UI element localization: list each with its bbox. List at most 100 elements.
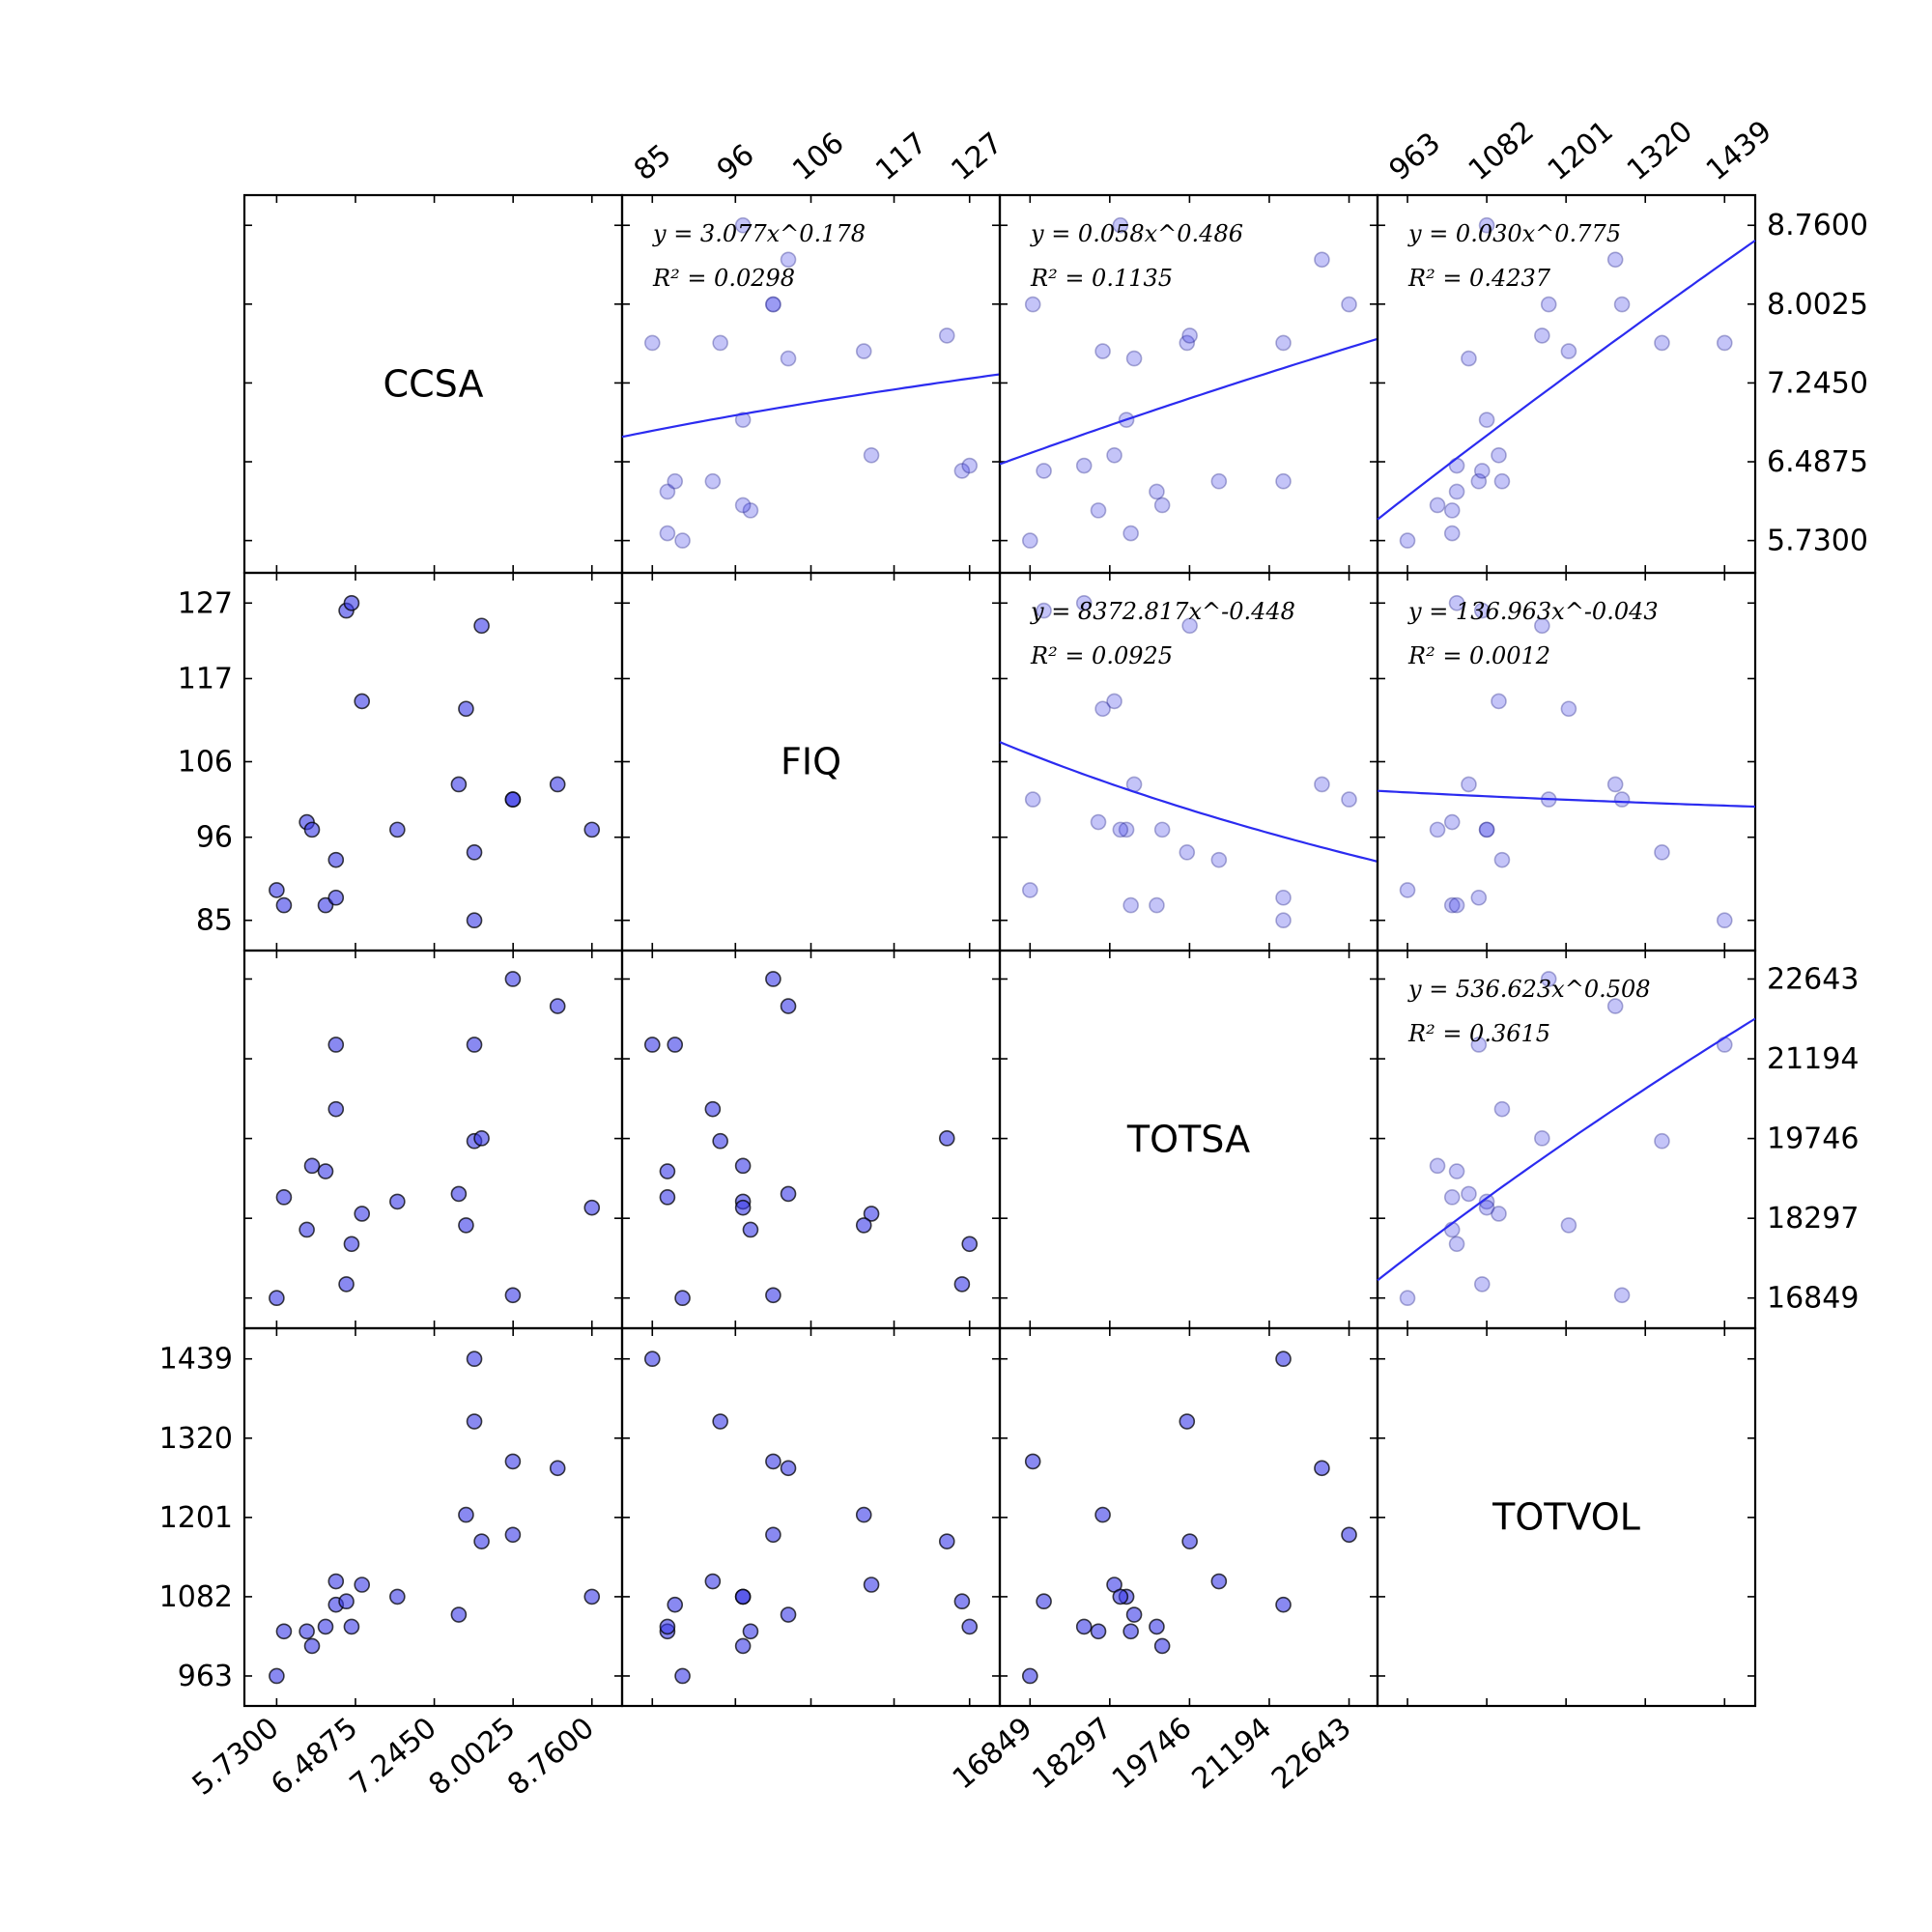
data-point bbox=[765, 1526, 781, 1544]
data-point bbox=[1534, 327, 1550, 344]
data-point bbox=[1478, 821, 1495, 838]
panel-fiq-ccsa bbox=[242, 571, 624, 952]
fit-equation: y = 8372.817x^-0.448 bbox=[1030, 598, 1295, 625]
data-point bbox=[343, 1618, 360, 1635]
data-point bbox=[1448, 896, 1465, 914]
fit-line bbox=[621, 373, 1001, 439]
data-point bbox=[1125, 350, 1143, 367]
panel-frame bbox=[998, 1326, 1379, 1708]
x-tick-label-totvol: 963 bbox=[1383, 127, 1447, 188]
data-point bbox=[549, 998, 566, 1014]
data-point bbox=[659, 1163, 676, 1179]
x-tick-label-totsa: 21194 bbox=[1185, 1711, 1278, 1796]
x-tick-label-fiq: 85 bbox=[628, 138, 678, 187]
data-point bbox=[1075, 594, 1093, 611]
data-point bbox=[1443, 525, 1461, 542]
data-point bbox=[303, 821, 321, 838]
data-point bbox=[327, 1100, 345, 1118]
panel-fiq-totvol: y = 136.963x^-0.043 R² = 0.0012 bbox=[1376, 571, 1757, 952]
variable-label-totvol: TOTVOL bbox=[1492, 1496, 1640, 1539]
data-point bbox=[504, 971, 522, 987]
panel-totvol-totvol: TOTVOL bbox=[1376, 1326, 1757, 1708]
data-point bbox=[659, 483, 676, 500]
data-point bbox=[504, 791, 522, 808]
fit-line bbox=[999, 741, 1378, 863]
data-point bbox=[1275, 1350, 1292, 1368]
data-point bbox=[863, 1206, 880, 1222]
data-point bbox=[704, 472, 722, 490]
data-point bbox=[450, 1185, 468, 1203]
x-tick-label-totvol: 1320 bbox=[1621, 114, 1699, 187]
data-point bbox=[327, 851, 345, 868]
data-point bbox=[549, 1460, 566, 1477]
data-point bbox=[780, 251, 797, 269]
x-tick-label-totvol: 1082 bbox=[1463, 114, 1541, 187]
data-point bbox=[712, 334, 728, 352]
data-point bbox=[1112, 216, 1129, 234]
x-tick-label-fiq: 106 bbox=[786, 127, 850, 188]
x-tick-label-totsa: 22643 bbox=[1265, 1711, 1358, 1796]
data-point bbox=[1613, 791, 1631, 808]
data-point bbox=[765, 296, 781, 313]
panel-totvol-fiq bbox=[620, 1326, 1002, 1708]
fit-r-squared: R² = 0.3615 bbox=[1407, 1020, 1550, 1047]
data-point bbox=[765, 971, 781, 987]
panel-frame bbox=[1376, 949, 1757, 1330]
fit-line bbox=[1377, 789, 1756, 809]
panel-totvol-ccsa bbox=[242, 1326, 624, 1708]
data-point bbox=[1491, 446, 1507, 464]
panel-ccsa-ccsa: CCSA bbox=[242, 193, 624, 575]
data-point bbox=[466, 1413, 483, 1430]
data-point bbox=[953, 463, 971, 479]
data-point bbox=[742, 1221, 759, 1238]
data-point bbox=[1534, 617, 1550, 635]
data-point bbox=[504, 1287, 522, 1304]
data-point bbox=[1341, 791, 1357, 808]
panel-ccsa-fiq: y = 3.077x^0.178 R² = 0.0298 bbox=[620, 193, 1002, 575]
y-tick-label-fiq: 127 bbox=[178, 586, 233, 620]
data-point bbox=[780, 1606, 797, 1623]
data-point bbox=[458, 700, 474, 718]
fit-r-squared: R² = 0.0925 bbox=[1030, 642, 1173, 669]
data-point bbox=[1149, 1618, 1165, 1635]
data-point bbox=[1179, 334, 1196, 352]
data-point bbox=[466, 844, 483, 861]
y-tick-label-totsa: 16849 bbox=[1767, 1282, 1859, 1316]
data-point bbox=[863, 446, 880, 464]
data-point bbox=[742, 1623, 759, 1640]
data-point bbox=[643, 1037, 661, 1053]
data-point bbox=[1106, 693, 1122, 710]
data-point bbox=[1275, 334, 1292, 352]
y-tick-label-fiq: 106 bbox=[178, 746, 233, 780]
panel-ccsa-totsa: y = 0.058x^0.486 R² = 0.1135 bbox=[998, 193, 1379, 575]
data-point bbox=[583, 1199, 601, 1216]
data-point bbox=[1716, 912, 1733, 929]
data-point bbox=[1560, 1217, 1577, 1234]
data-point bbox=[327, 889, 345, 906]
x-tick-label-totsa: 18297 bbox=[1026, 1711, 1119, 1796]
panel-frame bbox=[242, 571, 624, 952]
data-point bbox=[1118, 821, 1135, 838]
y-tick-label-ccsa: 8.0025 bbox=[1767, 288, 1868, 322]
panel-frame bbox=[242, 1326, 624, 1708]
x-tick-label-fiq: 127 bbox=[945, 127, 1009, 188]
data-point bbox=[742, 502, 759, 519]
data-point bbox=[1470, 1037, 1488, 1053]
y-tick-label-totsa: 19746 bbox=[1767, 1122, 1859, 1156]
y-tick-label-totsa: 18297 bbox=[1767, 1202, 1859, 1236]
x-tick-label-ccsa: 5.7300 bbox=[186, 1711, 286, 1802]
data-point bbox=[1478, 1199, 1495, 1216]
data-point bbox=[1024, 1453, 1041, 1470]
fit-equation: y = 136.963x^-0.043 bbox=[1407, 598, 1659, 625]
data-point bbox=[1654, 334, 1670, 352]
fit-equation: y = 536.623x^0.508 bbox=[1407, 976, 1651, 1003]
x-tick-label-ccsa: 6.4875 bbox=[265, 1711, 364, 1802]
data-point bbox=[1654, 844, 1670, 861]
data-point bbox=[667, 472, 684, 490]
data-point bbox=[765, 296, 781, 313]
data-point bbox=[1179, 844, 1196, 861]
data-point bbox=[1090, 502, 1107, 519]
data-point bbox=[1036, 602, 1052, 619]
data-point bbox=[938, 1130, 955, 1147]
data-point bbox=[1493, 472, 1511, 490]
